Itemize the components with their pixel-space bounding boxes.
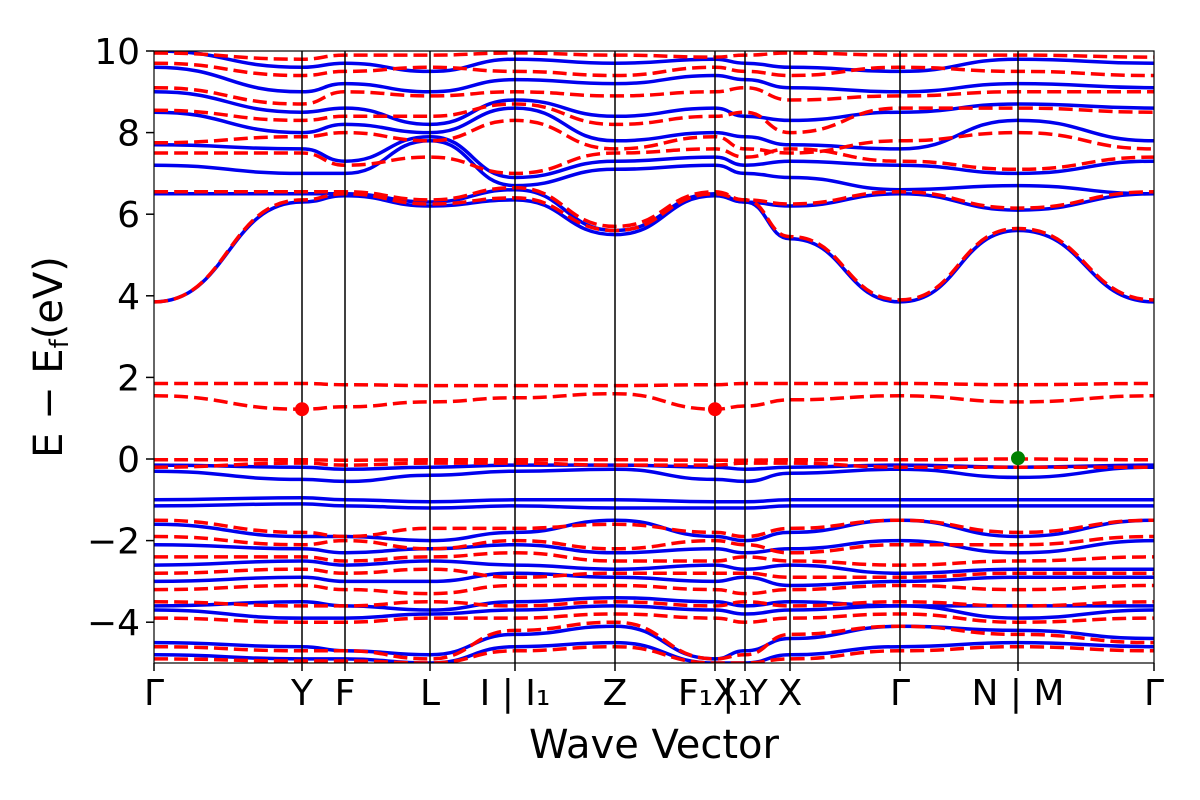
y-axis-ticks: −4 −2 0 2 4 6 8 10 (87, 32, 154, 644)
dashed-band-line (154, 391, 1154, 411)
y-axis-label: E − Ef(eV) (26, 256, 75, 458)
y-tick-label: −4 (87, 603, 140, 644)
solid-band-line (154, 465, 1154, 484)
dashed-band-line (154, 51, 1154, 61)
solid-band-line (154, 65, 1154, 94)
y-tick-label: 2 (117, 358, 140, 399)
plot-frame (153, 50, 1155, 664)
y-tick-label: 10 (94, 32, 140, 73)
bands (154, 51, 1154, 663)
band-markers (295, 402, 1025, 466)
x-tick-label: Y (290, 673, 314, 714)
y-axis-label-main: E − E (26, 348, 72, 458)
x-tick-label: N | M (971, 673, 1064, 714)
dashed-band-line (154, 612, 1154, 624)
dashed-band-line (154, 147, 1154, 176)
solid-band-line (154, 496, 1154, 504)
solid-band-line (154, 106, 1154, 151)
solid-band-line (154, 139, 1154, 196)
x-tick-label: Γ (144, 673, 164, 714)
x-axis-label: Wave Vector (529, 722, 780, 768)
y-axis-label-unit: (eV) (26, 256, 72, 339)
x-tick-label: | Y (722, 673, 769, 714)
band-edge-marker (1011, 451, 1025, 466)
band-edge-marker (295, 402, 309, 417)
y-tick-label: 8 (117, 114, 140, 155)
dashed-band-line (154, 600, 1154, 608)
solid-band-line (154, 640, 1154, 663)
solid-band-line (154, 134, 1154, 180)
dashed-band-line (154, 534, 1154, 555)
solid-band-line (154, 604, 1154, 620)
y-tick-label: 4 (117, 277, 140, 318)
dashed-band-line (154, 192, 1154, 304)
dashed-band-line (154, 85, 1154, 106)
dashed-band-line (154, 583, 1154, 596)
solid-band-line (154, 90, 1154, 127)
x-tick-label: X (778, 673, 803, 714)
plot-area (154, 51, 1154, 663)
kpoint-separators (301, 51, 1019, 663)
dashed-band-line (154, 61, 1154, 78)
y-axis-label-sub: f (45, 338, 75, 348)
solid-band-line (154, 571, 1154, 588)
x-tick-label: Γ (1144, 673, 1164, 714)
dashed-band-line (154, 567, 1154, 580)
dashed-band-line (154, 118, 1154, 155)
y-tick-label: 0 (117, 440, 140, 481)
solid-band-line (154, 559, 1154, 575)
series-dashed (154, 51, 1154, 663)
dashed-band-line (154, 457, 1154, 462)
band-edge-marker (708, 402, 722, 417)
dashed-band-line (154, 620, 1154, 661)
dashed-band-line (154, 381, 1154, 388)
dashed-band-line (154, 102, 1154, 135)
dashed-band-line (154, 551, 1154, 567)
dashed-band-line (154, 644, 1154, 663)
y-tick-label: −2 (87, 522, 140, 563)
x-tick-label: F₁X₁ (678, 673, 752, 714)
x-tick-label: F (335, 673, 356, 714)
dashed-band-line (154, 185, 1154, 229)
dashed-band-line (154, 461, 1154, 469)
solid-band-line (154, 51, 1154, 74)
x-tick-label: L (420, 673, 440, 714)
dashed-band-line (154, 518, 1154, 539)
solid-band-line (154, 502, 1154, 510)
y-tick-label: 6 (117, 195, 140, 236)
x-tick-label: I | I₁ (480, 673, 551, 714)
x-tick-label: Γ (890, 673, 910, 714)
x-tick-label: Z (603, 673, 628, 714)
